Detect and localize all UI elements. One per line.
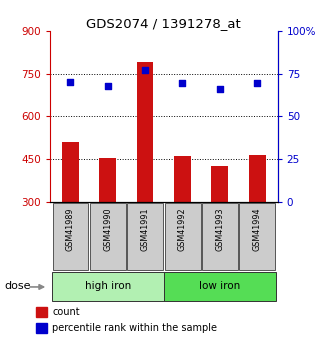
FancyBboxPatch shape	[165, 203, 201, 270]
Bar	[137, 62, 153, 202]
Text: dose: dose	[5, 282, 31, 291]
FancyBboxPatch shape	[164, 272, 276, 300]
FancyBboxPatch shape	[127, 203, 163, 270]
FancyBboxPatch shape	[52, 272, 163, 300]
Bar	[62, 142, 79, 202]
Bar	[36, 323, 47, 333]
Text: count: count	[52, 307, 80, 317]
Point	[68, 80, 73, 85]
Text: GSM41992: GSM41992	[178, 207, 187, 251]
FancyBboxPatch shape	[53, 203, 88, 270]
Title: GDS2074 / 1391278_at: GDS2074 / 1391278_at	[86, 17, 241, 30]
Bar	[211, 166, 228, 202]
FancyBboxPatch shape	[202, 203, 238, 270]
Point	[180, 80, 185, 86]
Text: GSM41990: GSM41990	[103, 207, 112, 251]
Point	[143, 68, 148, 73]
FancyBboxPatch shape	[239, 203, 275, 270]
Text: GSM41989: GSM41989	[66, 207, 75, 251]
Text: GSM41991: GSM41991	[141, 207, 150, 251]
FancyBboxPatch shape	[90, 203, 126, 270]
Text: GSM41994: GSM41994	[253, 207, 262, 251]
Text: high iron: high iron	[84, 282, 131, 291]
Text: GSM41993: GSM41993	[215, 207, 224, 251]
Point	[105, 83, 110, 88]
Bar	[174, 156, 191, 202]
Text: percentile rank within the sample: percentile rank within the sample	[52, 323, 217, 333]
Bar	[99, 158, 116, 202]
Bar	[36, 307, 47, 317]
Point	[255, 80, 260, 86]
Bar	[249, 155, 265, 202]
Point	[217, 86, 222, 92]
Text: low iron: low iron	[199, 282, 240, 291]
